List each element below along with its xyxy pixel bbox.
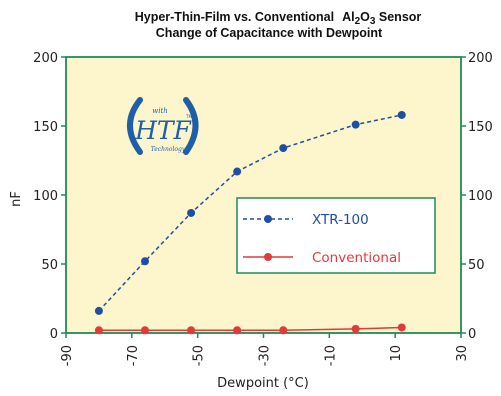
htf-logo-main-text: HTF: [134, 116, 192, 145]
htf-logo-swoosh-right: [183, 97, 199, 155]
y-axis-label: nF: [9, 191, 24, 207]
x-axis: -90 -70 -50 -30 -10 10 30: [60, 333, 470, 366]
chart-title-line1: Hyper-Thin-Film vs. Conventional: [135, 10, 334, 24]
htf-logo-top-text: with: [152, 107, 168, 115]
chart-title: Hyper-Thin-Film vs. Conventional Al2O3 S…: [135, 10, 422, 27]
chart-subtitle: Change of Capacitance with Dewpoint: [156, 26, 383, 40]
y-tick-label-right: 50: [468, 258, 485, 273]
y-tick-label-right: 0: [468, 327, 476, 342]
series-point-conventional: [94, 326, 103, 335]
series-point-conventional: [187, 326, 196, 335]
legend-swatch-conv-marker: [264, 253, 272, 261]
series-point-xtr-100: [187, 208, 196, 217]
x-tick-label: 30: [455, 345, 470, 362]
x-tick-label: -10: [323, 345, 338, 366]
series-point-xtr-100: [351, 120, 360, 129]
y-tick-label-right: 150: [468, 120, 493, 135]
chart-title-chem-al: Al: [342, 10, 355, 24]
htf-logo: with HTF TM Technology: [127, 97, 199, 155]
htf-logo-swoosh-left: [127, 97, 143, 155]
y-tick-label-right: 100: [468, 189, 493, 204]
y-tick-label-left: 150: [33, 120, 58, 135]
y-tick-label-right: 200: [468, 51, 493, 66]
y-tick-label-left: 50: [41, 258, 58, 273]
chart-title-suffix: Sensor: [375, 10, 421, 24]
series-point-xtr-100: [141, 257, 149, 266]
series-point-conventional: [397, 323, 406, 332]
legend-swatch-xtr-marker: [264, 215, 272, 223]
series-point-conventional: [141, 326, 149, 335]
series-point-conventional: [351, 324, 360, 333]
x-tick-label: -90: [60, 345, 75, 366]
x-axis-label: Dewpoint (°C): [217, 376, 309, 391]
series-point-xtr-100: [397, 110, 406, 119]
legend-label-xtr: XTR-100: [312, 212, 369, 228]
htf-logo-tm: TM: [185, 114, 192, 119]
series-group: [94, 110, 406, 335]
legend: XTR-100 Conventional: [236, 197, 436, 274]
y-axis-right: 0 50 100 150 200: [461, 51, 493, 342]
legend-label-conventional: Conventional: [312, 250, 401, 266]
htf-logo-bottom-text: Technology: [151, 146, 186, 153]
series-point-xtr-100: [279, 144, 288, 153]
x-tick-label: -70: [126, 345, 141, 366]
x-tick-label: -30: [258, 345, 273, 366]
plot-area: [65, 56, 462, 334]
chart-title-chem-al-sub: 2: [355, 16, 361, 27]
chart-title-chem-o: O: [360, 10, 370, 24]
y-tick-label-left: 100: [33, 189, 58, 204]
x-tick-label: -50: [192, 345, 207, 366]
y-tick-label-left: 0: [50, 327, 58, 342]
legend-box: [236, 197, 436, 274]
series-point-xtr-100: [233, 167, 242, 176]
y-tick-label-left: 200: [33, 51, 58, 66]
series-point-conventional: [279, 326, 288, 335]
series-point-xtr-100: [94, 306, 103, 315]
y-axis-left: 0 50 100 150 200: [33, 51, 66, 342]
chart-title-chem-o-sub: 3: [370, 16, 376, 27]
x-tick-label: 10: [389, 345, 404, 362]
series-point-conventional: [233, 326, 242, 335]
